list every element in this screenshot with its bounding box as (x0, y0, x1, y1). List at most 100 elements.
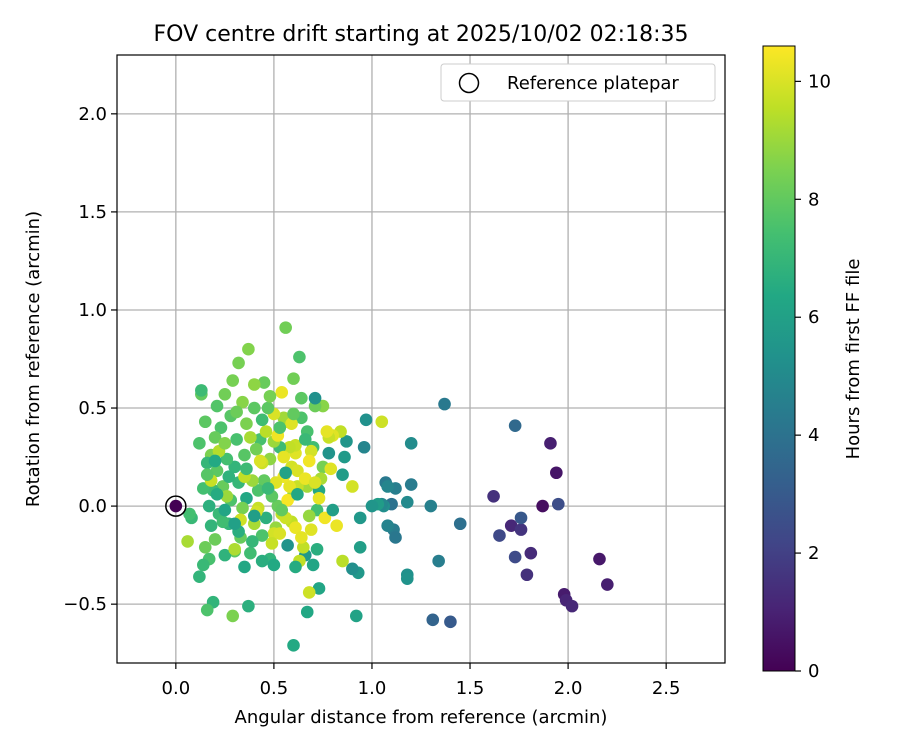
data-point (259, 425, 273, 438)
y-axis-label: Rotation from reference (arcmin) (23, 211, 44, 507)
data-point (210, 488, 224, 501)
data-point (214, 421, 228, 434)
data-point (326, 503, 340, 517)
x-tick-label: 2.5 (652, 678, 681, 699)
data-point (306, 558, 320, 572)
reference-marker-group (165, 495, 187, 517)
data-point (263, 389, 277, 403)
x-tick-label: 2.0 (554, 678, 583, 699)
data-point (308, 476, 322, 489)
data-point (336, 468, 349, 482)
data-point (255, 413, 269, 427)
data-point (544, 437, 557, 450)
data-point (244, 431, 257, 444)
data-point (550, 466, 563, 480)
y-tick-label: 2.0 (78, 104, 107, 125)
grid (117, 55, 725, 663)
data-point (297, 540, 310, 554)
data-point (222, 470, 236, 483)
data-point (196, 482, 210, 495)
data-point (228, 460, 241, 474)
data-point (226, 374, 240, 387)
y-tick-label: 1.5 (78, 202, 107, 223)
reference-platepar-marker (165, 495, 187, 517)
data-point (195, 384, 208, 397)
plot-frame (116, 54, 726, 664)
data-point (257, 376, 271, 389)
data-point (253, 454, 267, 468)
data-point (400, 495, 414, 509)
data-point (200, 468, 214, 482)
y-tick-label: 1.0 (78, 300, 107, 321)
colorbar-ticks: 0 2 4 6 8 10 (795, 71, 831, 682)
data-point (308, 391, 322, 405)
data-point (304, 523, 318, 536)
data-point (514, 523, 528, 536)
data-point (246, 535, 259, 548)
y-tick-label: 0.5 (78, 398, 107, 419)
x-axis-label: Angular distance from reference (arcmin) (235, 707, 608, 728)
data-point (218, 437, 232, 450)
data-point (265, 537, 279, 550)
data-point (404, 478, 418, 491)
x-tick-label: 0.0 (162, 678, 191, 699)
data-point (565, 599, 579, 613)
data-point (275, 503, 289, 517)
data-point (208, 454, 222, 468)
data-point (304, 444, 318, 458)
data-point (247, 401, 261, 415)
plot-background (117, 55, 725, 663)
x-tick-label: 1.5 (456, 678, 485, 699)
data-point (453, 517, 467, 531)
data-point (504, 519, 518, 533)
data-point (218, 548, 232, 562)
data-point (424, 499, 438, 513)
data-point (193, 437, 206, 450)
data-point (283, 440, 296, 454)
data-point (232, 356, 245, 370)
data-point (228, 517, 241, 531)
data-point (200, 603, 214, 617)
data-point (218, 503, 232, 517)
colorbar-tick-label: 10 (808, 71, 831, 92)
data-point (220, 489, 234, 503)
x-tick-label: 0.5 (260, 678, 289, 699)
colorbar-tick-label: 0 (808, 661, 819, 682)
data-point (336, 554, 349, 568)
data-point (240, 462, 253, 476)
data-point (400, 572, 414, 585)
data-point (242, 342, 255, 356)
data-point (204, 519, 218, 533)
data-point (196, 558, 210, 572)
data-point (249, 442, 263, 456)
data-point (330, 519, 343, 533)
data-point (285, 417, 298, 431)
x-tick-label: 1.0 (358, 678, 387, 699)
data-point (298, 472, 312, 485)
data-point (338, 450, 351, 464)
colorbar-tick-label: 6 (808, 307, 819, 328)
data-point (365, 499, 379, 513)
data-point (375, 415, 389, 429)
data-point (183, 507, 196, 521)
data-point (508, 419, 522, 432)
data-point (346, 480, 359, 493)
data-point (261, 401, 275, 415)
data-point (508, 550, 522, 564)
scatter-points (181, 321, 614, 652)
data-point (259, 511, 273, 525)
data-point (275, 386, 289, 399)
data-point (242, 599, 255, 613)
data-point (524, 546, 538, 560)
data-point (193, 570, 206, 584)
data-point (228, 542, 241, 556)
chart-title: FOV centre drift starting at 2025/10/02 … (154, 22, 689, 47)
reference-data-point (169, 499, 183, 513)
data-point (295, 391, 308, 405)
data-point (320, 425, 334, 438)
data-point (324, 462, 338, 476)
y-tick-label: 0.0 (78, 496, 107, 517)
data-point (273, 421, 287, 434)
colorbar-tick-label: 4 (808, 425, 819, 446)
data-point (291, 488, 304, 501)
